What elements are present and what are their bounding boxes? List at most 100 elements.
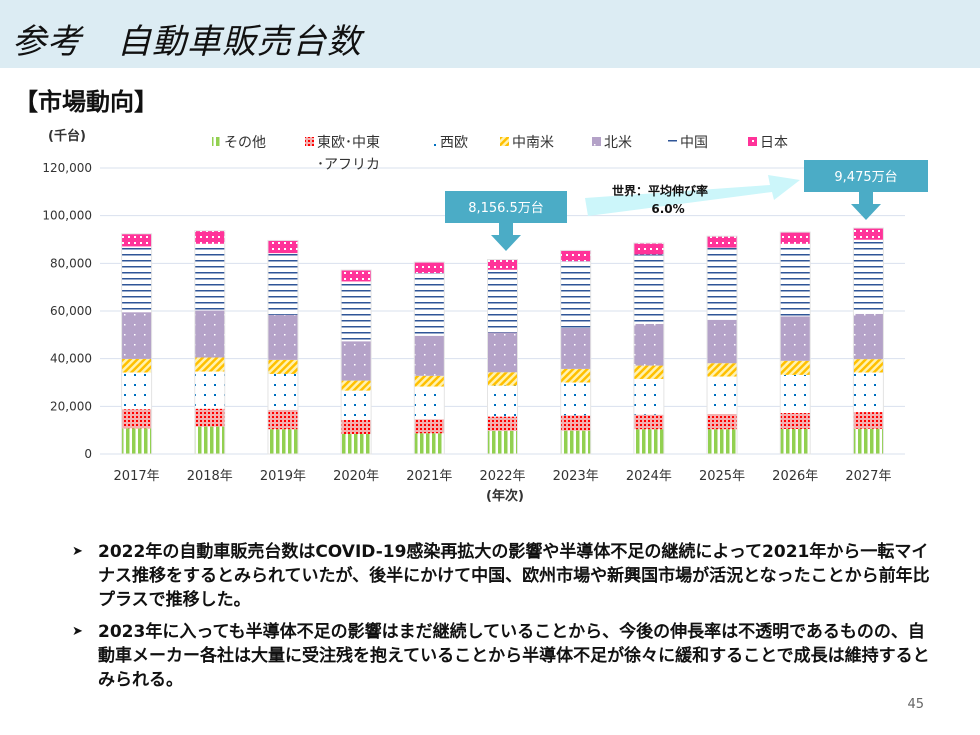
bar-segment-3 — [560, 368, 591, 383]
bar-segment-4 — [341, 341, 372, 381]
bullet-arrow-icon: ➤ — [72, 544, 83, 559]
bullet-2: ➤ 2023年に入っても半導体不足の影響はまだ継続していることから、今後の伸長率… — [72, 620, 932, 692]
bar-segment-1 — [267, 409, 298, 430]
bar-segment-0 — [414, 433, 445, 454]
bar-segment-5 — [560, 261, 591, 328]
bar-outline — [121, 233, 153, 455]
bar-segment-1 — [707, 413, 738, 430]
bar-segment-3 — [121, 358, 152, 373]
bar-segment-6 — [780, 232, 811, 244]
bar-segment-1 — [560, 415, 591, 431]
bar-segment-5 — [780, 243, 811, 317]
bar-segment-2 — [194, 371, 225, 409]
bar-segment-6 — [487, 259, 518, 270]
bullet-text: 2023年に入っても半導体不足の影響はまだ継続していることから、今後の伸長率は不… — [98, 622, 930, 690]
growth-arrow — [585, 175, 800, 216]
callout-2022-box — [445, 191, 567, 223]
y-tick-label: 60,000 — [50, 304, 92, 318]
growth-label: 世界：平均伸び率 — [612, 183, 708, 198]
bar-segment-6 — [194, 230, 225, 244]
bar-segment-1 — [341, 419, 372, 434]
legend-swatch — [428, 137, 437, 146]
bar-segment-4 — [487, 332, 518, 373]
bar-outline — [340, 269, 372, 455]
y-tick-label: 100,000 — [42, 209, 92, 223]
bar-segment-1 — [194, 408, 225, 427]
x-tick-label: 2025年 — [699, 469, 745, 484]
callout-2027-arrow-icon — [851, 192, 881, 220]
bar-segment-6 — [853, 228, 884, 240]
legend-label: 北米 — [604, 135, 632, 151]
bar-segment-2 — [853, 372, 884, 413]
y-tick-label: 80,000 — [50, 256, 92, 270]
bar-segment-0 — [633, 429, 664, 454]
bar-segment-6 — [267, 240, 298, 254]
bar-outline — [852, 227, 884, 455]
bar-segment-0 — [121, 428, 152, 454]
bar-outline — [487, 259, 518, 455]
bar-segment-4 — [780, 316, 811, 361]
x-tick-label: 2017年 — [114, 469, 160, 484]
bar-segment-2 — [414, 386, 445, 420]
bar-segment-4 — [633, 323, 664, 366]
legend-label: 日本 — [760, 135, 788, 151]
bar-segment-1 — [414, 419, 445, 434]
bar-segment-1 — [487, 416, 518, 431]
bar-segment-3 — [633, 365, 664, 379]
callout-2027-label: 9,475万台 — [834, 170, 897, 185]
bar-segment-0 — [707, 429, 738, 454]
legend-label: 東欧･中東 — [317, 135, 380, 151]
bar-outline — [633, 242, 665, 455]
bar-segment-2 — [633, 378, 664, 415]
bar-segment-2 — [707, 376, 738, 414]
bar-segment-4 — [853, 313, 884, 360]
bullet-text: 2022年の自動車販売台数はCOVID-19感染再拡大の影響や半導体不足の継続に… — [98, 542, 930, 610]
x-tick-label: 2026年 — [772, 469, 818, 484]
bar-segment-4 — [414, 335, 445, 376]
bar-segment-5 — [853, 239, 884, 314]
legend-swatch — [305, 137, 314, 146]
legend-label: 西欧 — [440, 135, 468, 151]
callout-2027-box — [804, 160, 928, 192]
bar-segment-6 — [414, 262, 445, 274]
bar-segment-6 — [121, 233, 152, 247]
bar-segment-3 — [487, 372, 518, 386]
bullet-arrow-icon: ➤ — [72, 624, 83, 639]
bar-segment-3 — [707, 363, 738, 377]
bar-segment-6 — [707, 236, 738, 248]
bar-segment-6 — [633, 243, 664, 255]
legend-swatch — [212, 137, 221, 146]
legend-swatch — [748, 137, 757, 146]
x-axis-title: (年次) — [486, 488, 524, 504]
legend-label: 中南米 — [512, 135, 554, 151]
bar-segment-4 — [267, 314, 298, 360]
bar-segment-2 — [341, 390, 372, 420]
bar-segment-1 — [780, 413, 811, 429]
section-heading: 【市場動向】 — [14, 88, 158, 116]
bar-segment-0 — [780, 428, 811, 454]
bar-segment-2 — [267, 373, 298, 410]
bar-segment-5 — [414, 273, 445, 336]
bar-segment-5 — [267, 253, 298, 315]
legend-swatch — [668, 137, 677, 146]
bar-outline — [267, 239, 299, 455]
page-title: 参考 自動車販売台数 — [12, 22, 362, 62]
y-tick-label: 120,000 — [42, 161, 92, 175]
bar-segment-4 — [560, 327, 591, 369]
y-axis-title: (千台) — [48, 128, 86, 144]
x-tick-label: 2020年 — [333, 469, 379, 484]
x-tick-label: 2022年 — [479, 469, 525, 484]
bar-outline — [194, 230, 226, 455]
bar-segment-3 — [267, 359, 298, 374]
bar-segment-3 — [194, 357, 225, 372]
bar-segment-6 — [341, 270, 372, 282]
growth-value: 6.0% — [651, 202, 684, 216]
bar-segment-3 — [414, 375, 445, 387]
bar-segment-4 — [707, 319, 738, 364]
x-tick-label: 2021年 — [406, 469, 452, 484]
bar-segment-5 — [194, 243, 225, 311]
callout-2022-arrow-icon — [491, 223, 521, 251]
y-tick-label: 40,000 — [50, 352, 92, 366]
bar-segment-0 — [853, 428, 884, 454]
bar-segment-4 — [121, 312, 152, 359]
